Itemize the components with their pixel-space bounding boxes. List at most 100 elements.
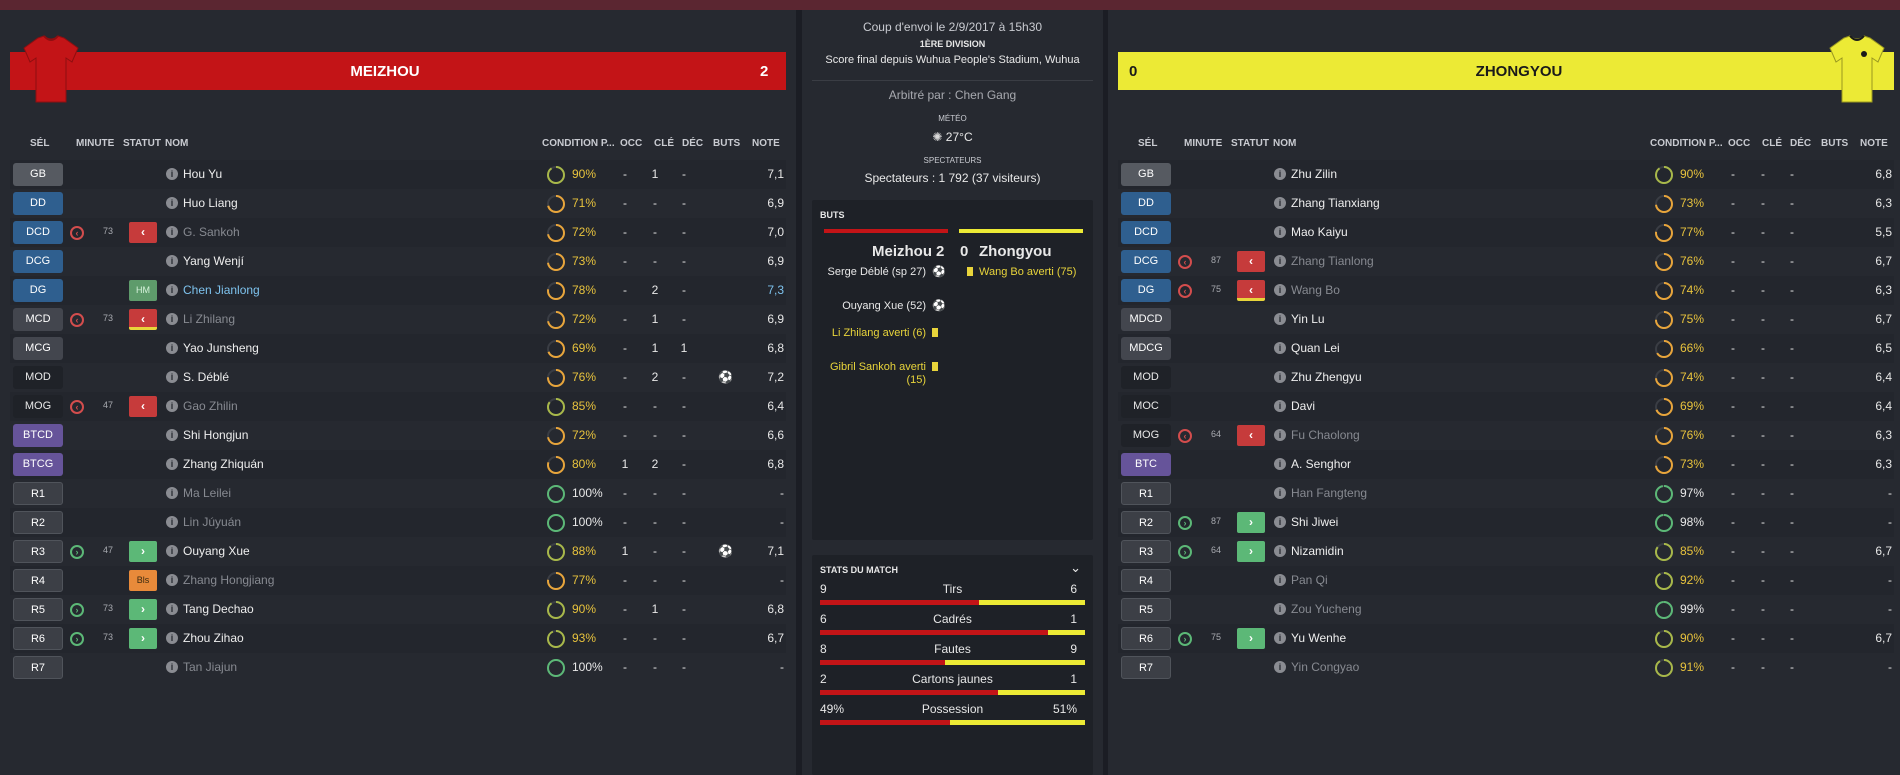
player-name[interactable]: Chen Jianlong: [183, 283, 260, 297]
info-icon[interactable]: i: [166, 574, 178, 586]
col-occ[interactable]: OCC: [1728, 138, 1751, 149]
col-statut[interactable]: STATUT: [1231, 138, 1269, 149]
info-icon[interactable]: i: [1274, 226, 1286, 238]
position-badge[interactable]: DCG: [13, 250, 63, 273]
info-icon[interactable]: i: [1274, 632, 1286, 644]
player-name[interactable]: Mao Kaiyu: [1291, 225, 1348, 239]
col-cle[interactable]: CLÉ: [1762, 138, 1782, 149]
player-name[interactable]: Yao Junsheng: [183, 341, 259, 355]
info-icon[interactable]: i: [1274, 487, 1286, 499]
position-badge[interactable]: MDCG: [1121, 337, 1171, 360]
position-badge[interactable]: BTCG: [13, 453, 63, 476]
info-icon[interactable]: i: [1274, 603, 1286, 615]
position-badge[interactable]: DCD: [13, 221, 63, 244]
player-name[interactable]: Zhang Zhiquán: [183, 457, 264, 471]
info-icon[interactable]: i: [1274, 545, 1286, 557]
col-condition[interactable]: CONDITION P...: [1650, 138, 1723, 149]
sub-on-button[interactable]: ›: [129, 599, 157, 620]
player-name[interactable]: Ouyang Xue: [183, 544, 250, 558]
player-name[interactable]: Han Fangteng: [1291, 486, 1368, 500]
player-row[interactable]: GB i Zhu Zilin 90% - - - 6,8: [1118, 160, 1894, 189]
position-badge[interactable]: R5: [1121, 598, 1171, 621]
sub-on-button[interactable]: ›: [1237, 512, 1265, 533]
player-row[interactable]: DG ‹ 75 ‹ i Wang Bo 74% - - - 6,3: [1118, 276, 1894, 305]
player-row[interactable]: R3 › 64 › i Nizamidin 85% - - - 6,7: [1118, 537, 1894, 566]
sub-off-button[interactable]: ‹: [129, 396, 157, 417]
position-badge[interactable]: R7: [1121, 656, 1171, 679]
player-row[interactable]: BTCG i Zhang Zhiquán 80% 1 2 - 6,8: [10, 450, 786, 479]
player-row[interactable]: MCG i Yao Junsheng 69% - 1 1 6,8: [10, 334, 786, 363]
info-icon[interactable]: i: [1274, 168, 1286, 180]
info-icon[interactable]: i: [1274, 429, 1286, 441]
info-icon[interactable]: i: [1274, 197, 1286, 209]
info-icon[interactable]: i: [166, 516, 178, 528]
col-condition[interactable]: CONDITION P...: [542, 138, 615, 149]
player-row[interactable]: DCG i Yang Wenjí 73% - - - 6,9: [10, 247, 786, 276]
info-icon[interactable]: i: [166, 313, 178, 325]
info-icon[interactable]: i: [166, 284, 178, 296]
info-icon[interactable]: i: [166, 197, 178, 209]
info-icon[interactable]: i: [166, 545, 178, 557]
player-name[interactable]: Shi Hongjun: [183, 428, 249, 442]
player-name[interactable]: Lin Júyuán: [183, 515, 242, 529]
player-row[interactable]: R2 › 87 › i Shi Jiwei 98% - - - -: [1118, 508, 1894, 537]
sub-on-button[interactable]: ›: [1237, 628, 1265, 649]
col-note[interactable]: NOTE: [1860, 138, 1888, 149]
position-badge[interactable]: MDCD: [1121, 308, 1171, 331]
player-name[interactable]: Li Zhilang: [183, 312, 236, 326]
position-badge[interactable]: BTC: [1121, 453, 1171, 476]
player-row[interactable]: BTC i A. Senghor 73% - - - 6,3: [1118, 450, 1894, 479]
info-icon[interactable]: i: [166, 371, 178, 383]
player-name[interactable]: Zhang Hongjiang: [183, 573, 275, 587]
player-row[interactable]: MCD ‹ 73 ‹ i Li Zhilang 72% - 1 - 6,9: [10, 305, 786, 334]
col-minute[interactable]: MINUTE: [1184, 138, 1223, 149]
chevron-down-icon[interactable]: ⌄: [1070, 560, 1081, 575]
player-row[interactable]: DCD i Mao Kaiyu 77% - - - 5,5: [1118, 218, 1894, 247]
info-icon[interactable]: i: [1274, 516, 1286, 528]
col-nom[interactable]: NOM: [165, 138, 189, 149]
position-badge[interactable]: MCD: [13, 308, 63, 331]
player-name[interactable]: Nizamidin: [1291, 544, 1344, 558]
player-row[interactable]: MOD i S. Déblé 76% - 2 - ⚽ 7,2: [10, 363, 786, 392]
player-name[interactable]: Yang Wenjí: [183, 254, 244, 268]
player-row[interactable]: MDCD i Yin Lu 75% - - - 6,7: [1118, 305, 1894, 334]
player-name[interactable]: Ma Leilei: [183, 486, 232, 500]
player-row[interactable]: DG HM i Chen Jianlong 78% - 2 - 7,3: [10, 276, 786, 305]
player-name[interactable]: Tang Dechao: [183, 602, 254, 616]
info-icon[interactable]: i: [1274, 400, 1286, 412]
position-badge[interactable]: DG: [1121, 279, 1171, 302]
player-row[interactable]: R6 › 75 › i Yu Wenhe 90% - - - 6,7: [1118, 624, 1894, 653]
col-cle[interactable]: CLÉ: [654, 138, 674, 149]
col-buts[interactable]: BUTS: [1821, 138, 1849, 149]
player-name[interactable]: Zhang Tianxiang: [1291, 196, 1380, 210]
info-icon[interactable]: i: [1274, 574, 1286, 586]
player-row[interactable]: MOC i Davi 69% - - - 6,4: [1118, 392, 1894, 421]
player-name[interactable]: Yin Congyao: [1291, 660, 1360, 674]
position-badge[interactable]: MOD: [13, 366, 63, 389]
info-icon[interactable]: i: [166, 226, 178, 238]
col-nom[interactable]: NOM: [1273, 138, 1297, 149]
position-badge[interactable]: MOG: [1121, 424, 1171, 447]
position-badge[interactable]: MCG: [13, 337, 63, 360]
injured-badge[interactable]: Bls: [129, 570, 157, 591]
player-row[interactable]: R2 i Lin Júyuán 100% - - - -: [10, 508, 786, 537]
player-name[interactable]: Zhang Tianlong: [1291, 254, 1374, 268]
sub-off-button[interactable]: ‹: [1237, 425, 1265, 446]
player-row[interactable]: DD i Zhang Tianxiang 73% - - - 6,3: [1118, 189, 1894, 218]
player-row[interactable]: R5 i Zou Yucheng 99% - - - -: [1118, 595, 1894, 624]
player-name[interactable]: Zhu Zilin: [1291, 167, 1338, 181]
player-name[interactable]: Zhou Zihao: [183, 631, 244, 645]
info-icon[interactable]: i: [1274, 342, 1286, 354]
info-icon[interactable]: i: [1274, 661, 1286, 673]
player-name[interactable]: Quan Lei: [1291, 341, 1340, 355]
info-icon[interactable]: i: [166, 458, 178, 470]
info-icon[interactable]: i: [1274, 313, 1286, 325]
player-row[interactable]: DCG ‹ 87 ‹ i Zhang Tianlong 76% - - - 6,7: [1118, 247, 1894, 276]
position-badge[interactable]: R1: [13, 482, 63, 505]
sub-off-card-button[interactable]: ‹: [1237, 280, 1265, 301]
position-badge[interactable]: R1: [1121, 482, 1171, 505]
player-row[interactable]: GB i Hou Yu 90% - 1 - 7,1: [10, 160, 786, 189]
col-sel[interactable]: SÉL: [30, 138, 50, 149]
player-row[interactable]: BTCD i Shi Hongjun 72% - - - 6,6: [10, 421, 786, 450]
info-icon[interactable]: i: [1274, 371, 1286, 383]
